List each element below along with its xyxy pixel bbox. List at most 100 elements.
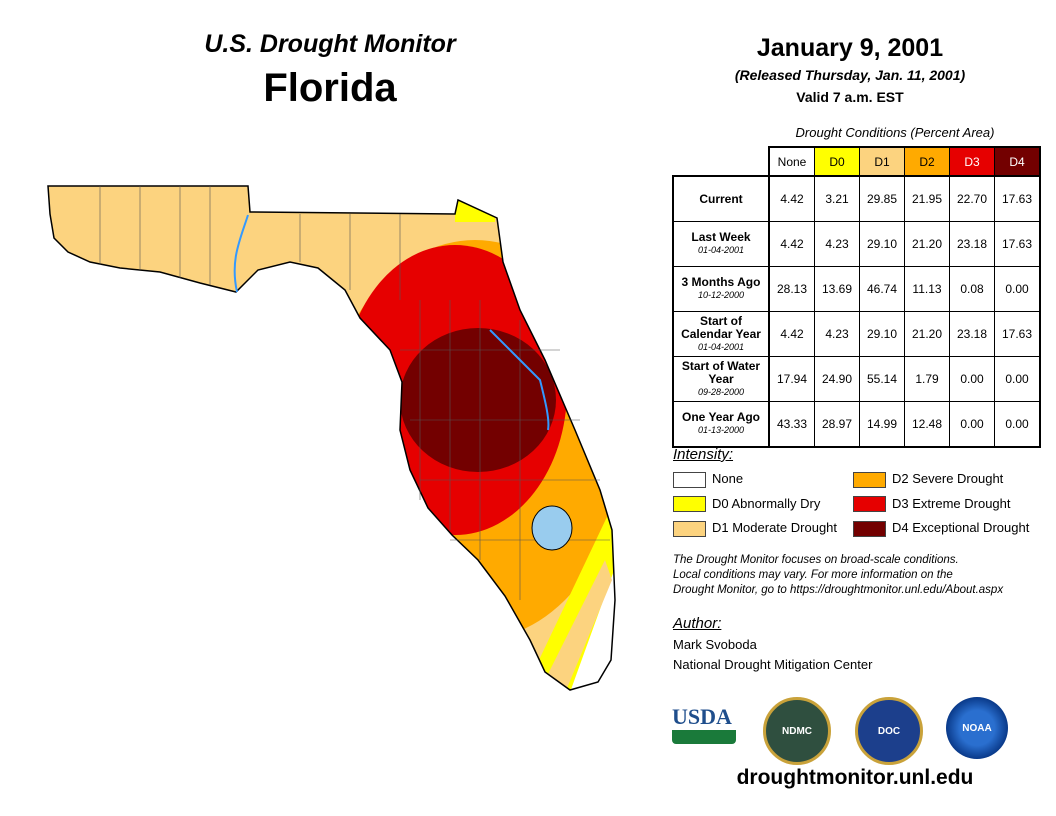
legend-item: D3 Extreme Drought [853, 496, 1011, 513]
table-header: None D0 D1 D2 D3 D4 [673, 146, 1041, 177]
noaa-logo: NOAA [946, 697, 1008, 759]
map-title: U.S. Drought Monitor [204, 30, 456, 58]
table-cell: 13.69 [814, 266, 860, 312]
table-cell: 22.70 [949, 175, 995, 222]
legend-item: D1 Moderate Drought [673, 520, 837, 537]
table-cell: 17.63 [994, 311, 1041, 357]
legend-item: D4 Exceptional Drought [853, 520, 1029, 537]
author-title: Author: [673, 615, 722, 632]
table-cell: 0.00 [994, 266, 1041, 312]
author-org: National Drought Mitigation Center [673, 657, 873, 672]
legend-label: D4 Exceptional Drought [892, 520, 1030, 535]
note-line: The Drought Monitor focuses on broad-sca… [673, 554, 959, 566]
release-date: (Released Thursday, Jan. 11, 2001) [734, 67, 966, 83]
legend-label: D3 Extreme Drought [892, 495, 1011, 511]
river [233, 214, 249, 293]
table-cell: 17.63 [994, 221, 1041, 267]
map-date: January 9, 2001 [756, 34, 944, 62]
table-cell: 21.95 [904, 175, 950, 222]
row-label-text: Current [699, 191, 743, 206]
row-label-text: One Year Ago [681, 410, 761, 424]
table-row: 3 Months Ago 10-12-2000 28.13 13.69 46.74 11.… [672, 266, 1041, 312]
table-cell: 17.94 [768, 356, 815, 402]
table-cell: 23.18 [949, 221, 995, 267]
row-label-text: 3 Months Ago [681, 275, 761, 289]
table-cell: 0.00 [949, 401, 995, 448]
table-cell: 0.08 [949, 266, 995, 312]
note-line: Local conditions may vary. For more info… [673, 569, 953, 581]
county-lines [99, 186, 610, 600]
row-label: Current [672, 175, 770, 222]
col-d1: D1 [859, 146, 905, 177]
table-cell: 17.63 [994, 175, 1041, 222]
table-cell: 4.42 [768, 175, 815, 222]
lake-okeechobee [531, 505, 573, 551]
table-cell: 28.97 [814, 401, 860, 448]
legend-label: D1 Moderate Drought [712, 520, 838, 535]
table-cell: 29.10 [859, 221, 905, 267]
row-label-text: Start of Calendar Year [681, 313, 761, 341]
none-area [560, 540, 615, 690]
ndmc-logo: NDMC [763, 697, 831, 765]
row-date: 09-28-2000 [697, 386, 745, 397]
table-cell: 21.20 [904, 311, 950, 357]
legend-item: None [673, 471, 743, 488]
table-cell: 46.74 [859, 266, 905, 312]
table-cell: 14.99 [859, 401, 905, 448]
row-date: 01-13-2000 [697, 425, 745, 435]
row-label: One Year Ago 01-13-2000 [672, 401, 770, 448]
florida-drought-map [47, 185, 616, 691]
legend-title: Intensity: [673, 446, 734, 463]
row-label-text: Last Week [691, 230, 751, 244]
legend-swatch [853, 471, 886, 488]
table-cell: 55.14 [859, 356, 905, 402]
row-date: 01-04-2001 [697, 245, 745, 255]
table-row: One Year Ago 01-13-2000 43.33 28.97 14.99 12.… [672, 401, 1041, 448]
drought-conditions-table: None D0 D1 D2 D3 D4 Current 4.42 3.21 29.85… [672, 146, 1041, 448]
table-cell: 21.20 [904, 221, 950, 267]
legend-swatch [853, 520, 886, 537]
table-cell: 24.90 [814, 356, 860, 402]
col-none: None [768, 146, 815, 177]
d4-area [400, 328, 556, 472]
table-cell: 0.00 [994, 356, 1041, 402]
table-cell: 3.21 [814, 175, 860, 222]
table-row: Current 4.42 3.21 29.85 21.95 22.70 17.63 [672, 175, 1041, 222]
table-cell: 28.13 [768, 266, 815, 312]
table-cell: 4.42 [768, 221, 815, 267]
valid-time: Valid 7 a.m. EST [796, 89, 904, 105]
table-cell: 29.85 [859, 175, 905, 222]
row-label: Start of Water Year 09-28-2000 [672, 356, 770, 402]
col-d0: D0 [814, 146, 860, 177]
table-cell: 43.33 [768, 401, 815, 448]
legend-label: D2 Severe Drought [892, 471, 1004, 486]
disclaimer-note: The Drought Monitor focuses on broad-sca… [673, 553, 1003, 598]
table-caption: Drought Conditions (Percent Area) [795, 125, 995, 140]
st-johns-river [489, 329, 550, 431]
usda-logo: USDA [672, 704, 736, 748]
table-cell: 4.23 [814, 221, 860, 267]
row-date: 10-12-2000 [697, 290, 745, 300]
note-line: Drought Monitor, go to https://droughtmo… [673, 584, 1004, 596]
legend-label: None [712, 471, 744, 486]
table-cell: 4.42 [768, 311, 815, 357]
website-url[interactable]: droughtmonitor.unl.edu [736, 766, 974, 789]
table-cell: 12.48 [904, 401, 950, 448]
col-d2: D2 [904, 146, 950, 177]
row-label: Start of Calendar Year 01-04-2001 [672, 311, 770, 357]
row-date: 01-04-2001 [697, 341, 745, 352]
table-row: Last Week 01-04-2001 4.42 4.23 29.10 21.20 23.… [672, 221, 1041, 267]
author-name: Mark Svoboda [673, 637, 757, 652]
table-row: Start of Water Year 09-28-2000 17.94 24.90 5… [672, 356, 1041, 402]
row-label: 3 Months Ago 10-12-2000 [672, 266, 770, 312]
legend-swatch [673, 471, 706, 488]
legend-item: D0 Abnormally Dry [673, 496, 820, 513]
table-cell: 4.23 [814, 311, 860, 357]
legend-label: D0 Abnormally Dry [712, 495, 821, 511]
table-row: Start of Calendar Year 01-04-2001 4.42 4.23… [672, 311, 1041, 357]
legend-swatch [673, 520, 706, 537]
legend-item: D2 Severe Drought [853, 471, 1003, 488]
state-name: Florida [263, 66, 397, 110]
doc-logo: DOC [855, 697, 923, 765]
table-cell: 11.13 [904, 266, 950, 312]
